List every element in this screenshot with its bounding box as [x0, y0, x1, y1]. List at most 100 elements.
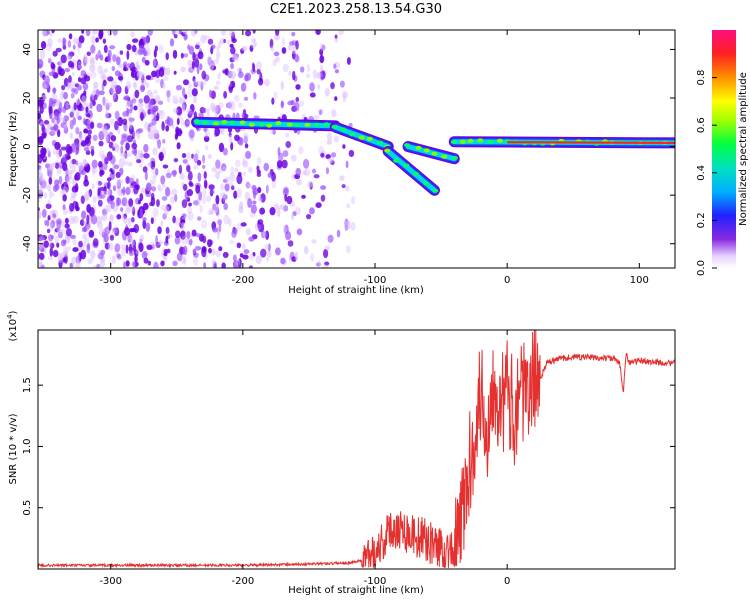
snr-line: [38, 330, 675, 569]
noise-speckle: [131, 238, 135, 248]
noise-speckle: [39, 175, 44, 182]
noise-speckle: [243, 249, 250, 254]
noise-speckle: [145, 181, 152, 192]
noise-speckle: [155, 64, 160, 72]
noise-speckle: [141, 251, 148, 260]
noise-speckle: [239, 253, 244, 258]
noise-speckle: [327, 157, 334, 164]
noise-speckle: [288, 70, 292, 77]
noise-speckle: [121, 135, 128, 143]
noise-speckle: [200, 80, 207, 86]
noise-speckle: [178, 164, 183, 175]
noise-speckle: [126, 107, 130, 117]
noise-speckle: [78, 240, 83, 248]
noise-speckle: [236, 67, 242, 73]
noise-speckle: [140, 187, 146, 194]
feature-peak: [193, 119, 200, 124]
noise-speckle: [242, 160, 249, 168]
noise-speckle: [64, 223, 70, 229]
noise-speckle: [75, 147, 79, 156]
noise-speckle: [182, 30, 188, 35]
noise-speckle: [311, 168, 317, 174]
noise-speckle: [192, 153, 199, 164]
noise-speckle: [323, 248, 329, 259]
noise-speckle: [66, 54, 70, 61]
noise-speckle: [256, 165, 260, 171]
noise-speckle: [56, 149, 61, 160]
spectrogram-y-tick-label: 40: [22, 43, 33, 56]
noise-speckle: [85, 150, 91, 156]
noise-speckle: [188, 182, 194, 187]
colorbar-tick-label: 0.4: [696, 165, 707, 181]
noise-speckle: [281, 36, 286, 47]
noise-speckle: [115, 197, 120, 207]
noise-speckle: [229, 134, 233, 145]
noise-speckle: [56, 116, 60, 125]
noise-speckle: [86, 203, 92, 213]
noise-speckle: [68, 75, 72, 83]
noise-speckle: [72, 215, 79, 224]
feature-peak: [467, 138, 474, 143]
noise-speckle: [152, 147, 158, 156]
noise-speckle: [295, 206, 301, 215]
noise-speckle: [227, 181, 234, 186]
noise-speckle: [205, 129, 211, 138]
noise-speckle: [181, 255, 185, 265]
noise-speckle: [203, 179, 208, 189]
feature-peak: [323, 122, 330, 127]
noise-speckle: [298, 100, 305, 107]
noise-speckle: [105, 135, 109, 144]
noise-speckle: [181, 102, 186, 112]
noise-speckle: [99, 169, 103, 177]
noise-speckle: [82, 117, 87, 125]
noise-speckle: [213, 261, 218, 268]
noise-speckle: [211, 248, 216, 256]
snr-x-tick-label: -300: [99, 576, 122, 587]
noise-speckle: [245, 228, 251, 236]
noise-speckle: [132, 98, 136, 105]
noise-speckle: [231, 185, 235, 191]
noise-speckle: [203, 262, 207, 268]
noise-speckle: [69, 111, 75, 118]
noise-speckle: [47, 150, 51, 158]
noise-speckle: [162, 75, 169, 81]
noise-speckle: [236, 222, 242, 231]
noise-speckle: [205, 195, 212, 203]
noise-speckle: [108, 101, 112, 108]
noise-speckle: [290, 99, 295, 106]
noise-speckle: [86, 214, 90, 225]
noise-speckle: [77, 77, 82, 83]
noise-speckle: [152, 58, 157, 67]
noise-speckle: [144, 121, 149, 130]
noise-speckle: [127, 177, 134, 184]
noise-speckle: [187, 211, 194, 221]
noise-speckle: [241, 45, 248, 51]
noise-speckle: [166, 97, 171, 103]
noise-speckle: [296, 178, 303, 186]
noise-speckle: [39, 49, 46, 60]
spectrogram-y-ticks: -40 -20 0 20 40: [22, 43, 675, 252]
noise-speckle: [320, 64, 324, 73]
noise-speckle: [47, 199, 51, 205]
feature-peak: [258, 122, 265, 127]
noise-speckle: [228, 84, 233, 91]
noise-speckle: [235, 55, 239, 62]
noise-speckle: [104, 226, 111, 235]
noise-speckle: [111, 255, 116, 265]
noise-speckle: [92, 166, 98, 174]
noise-speckle: [214, 127, 221, 137]
snr-x-tick-label: -100: [364, 576, 387, 587]
noise-speckle: [131, 44, 137, 53]
noise-speckle: [77, 64, 83, 69]
noise-speckle: [167, 248, 171, 254]
noise-speckle: [240, 82, 247, 92]
noise-speckle: [157, 139, 162, 149]
noise-speckle: [49, 130, 56, 136]
noise-speckle: [295, 40, 299, 50]
noise-speckle: [257, 197, 263, 202]
noise-speckle: [90, 214, 98, 225]
noise-speckle: [126, 50, 130, 60]
noise-speckle: [81, 30, 85, 34]
noise-speckle: [62, 204, 66, 211]
noise-speckle: [61, 85, 66, 91]
